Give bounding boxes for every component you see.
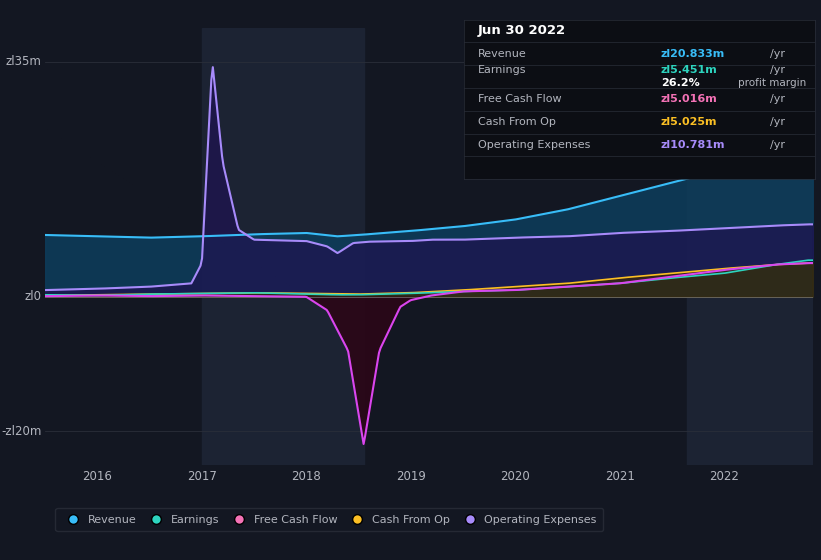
Text: /yr: /yr bbox=[769, 140, 785, 150]
Text: Revenue: Revenue bbox=[478, 49, 526, 59]
Text: zl20.833m: zl20.833m bbox=[661, 49, 725, 59]
Text: Operating Expenses: Operating Expenses bbox=[478, 140, 590, 150]
Text: Cash From Op: Cash From Op bbox=[478, 117, 556, 127]
Text: Free Cash Flow: Free Cash Flow bbox=[478, 95, 562, 104]
Bar bbox=[687, 28, 813, 465]
Text: zl0: zl0 bbox=[25, 290, 41, 304]
Text: /yr: /yr bbox=[769, 65, 785, 75]
Text: zl5.016m: zl5.016m bbox=[661, 95, 718, 104]
Text: profit margin: profit margin bbox=[738, 78, 806, 88]
Text: /yr: /yr bbox=[769, 117, 785, 127]
Text: Jun 30 2022: Jun 30 2022 bbox=[478, 25, 566, 38]
Text: /yr: /yr bbox=[769, 95, 785, 104]
Text: zl5.025m: zl5.025m bbox=[661, 117, 717, 127]
Text: -zl20m: -zl20m bbox=[1, 424, 41, 438]
Text: zl5.451m: zl5.451m bbox=[661, 65, 718, 75]
Text: zl35m: zl35m bbox=[6, 55, 41, 68]
Bar bbox=[202, 28, 364, 465]
Text: /yr: /yr bbox=[769, 49, 785, 59]
Text: 26.2%: 26.2% bbox=[661, 78, 699, 88]
Text: Earnings: Earnings bbox=[478, 65, 526, 75]
Text: zl10.781m: zl10.781m bbox=[661, 140, 725, 150]
Legend: Revenue, Earnings, Free Cash Flow, Cash From Op, Operating Expenses: Revenue, Earnings, Free Cash Flow, Cash … bbox=[55, 508, 603, 531]
